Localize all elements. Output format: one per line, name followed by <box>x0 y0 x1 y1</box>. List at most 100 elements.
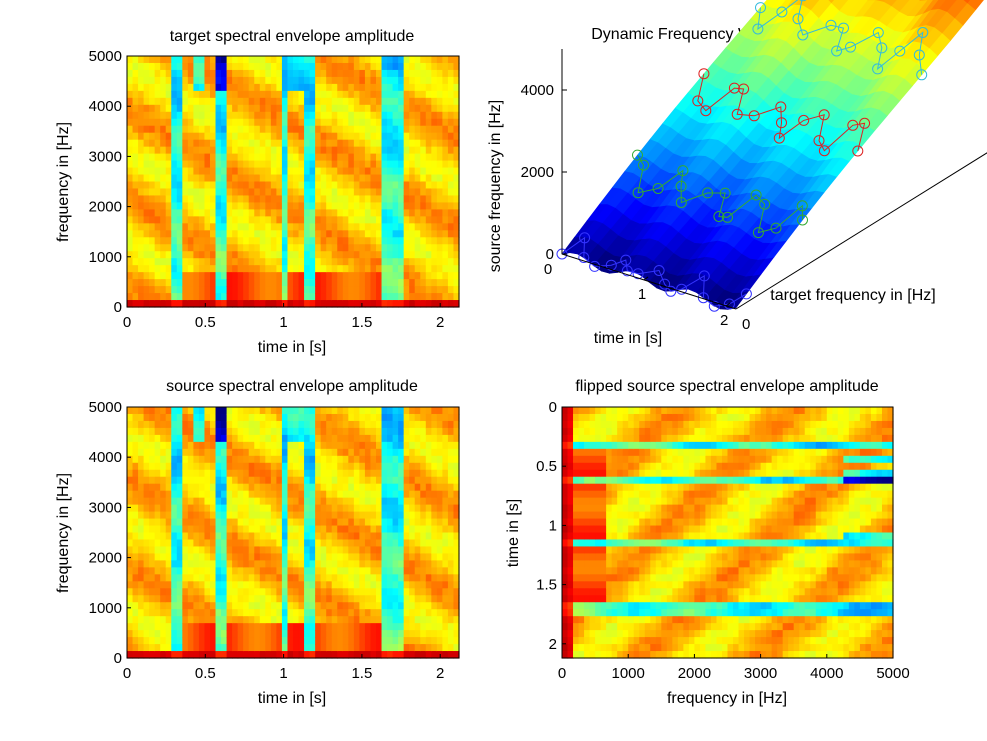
heatmap-cell <box>453 188 460 197</box>
heatmap-cell <box>237 427 244 436</box>
heatmap-cell <box>376 455 383 464</box>
heatmap-cell <box>320 195 327 204</box>
heatmap-cell <box>210 272 217 280</box>
heatmap-cell <box>392 265 399 273</box>
heatmap-cell <box>248 223 255 231</box>
heatmap-cell <box>436 539 443 548</box>
heatmap-cell <box>315 286 322 294</box>
heatmap-cell <box>320 623 327 631</box>
heatmap-cell <box>337 279 344 287</box>
heatmap-cell <box>215 511 222 520</box>
heatmap-cell <box>320 469 327 478</box>
heatmap-cell <box>359 532 366 541</box>
heatmap-cell <box>259 469 266 478</box>
heatmap-cell <box>243 567 250 575</box>
heatmap-cell <box>143 279 150 287</box>
heatmap-cell <box>431 223 438 231</box>
heatmap-cell <box>154 630 161 638</box>
heatmap-cell <box>265 462 272 471</box>
heatmap-cell <box>353 76 360 85</box>
heatmap-cell <box>320 132 327 141</box>
heatmap-cell <box>436 56 443 64</box>
heatmap-cell <box>138 300 145 308</box>
heatmap-cell <box>398 497 405 506</box>
heatmap-cell <box>176 202 183 210</box>
heatmap-cell <box>342 455 349 464</box>
heatmap-cell <box>420 153 427 162</box>
heatmap-cell <box>270 90 277 99</box>
heatmap-cell <box>187 448 194 457</box>
heatmap-cell <box>215 532 222 541</box>
heatmap-cell <box>265 588 272 596</box>
heatmap-cell <box>160 448 167 457</box>
heatmap-cell <box>353 476 360 485</box>
heatmap-cell <box>337 441 344 450</box>
heatmap-cell <box>237 188 244 197</box>
heatmap-cell <box>160 237 167 245</box>
heatmap-cell <box>337 476 344 485</box>
heatmap-cell <box>392 62 399 71</box>
heatmap-cell <box>149 595 156 603</box>
heatmap-cell <box>270 427 277 436</box>
heatmap-cell <box>221 413 228 422</box>
heatmap-cell <box>359 146 366 155</box>
heatmap-cell <box>154 553 161 561</box>
heatmap-cell <box>143 616 150 624</box>
heatmap-cell <box>232 609 239 617</box>
heatmap-cell <box>436 623 443 631</box>
heatmap-cell <box>215 455 222 464</box>
heatmap-cell <box>215 595 222 603</box>
heatmap-cell <box>138 286 145 294</box>
heatmap-cell <box>270 174 277 183</box>
heatmap-cell <box>447 483 455 492</box>
heatmap-cell <box>381 181 388 190</box>
heatmap-cell <box>254 427 261 436</box>
heatmap-cell <box>176 434 183 443</box>
heatmap-cell <box>138 76 145 85</box>
heatmap-cell <box>149 497 156 506</box>
heatmap-cell <box>392 630 399 638</box>
heatmap-cell <box>265 230 272 238</box>
heatmap-cell <box>215 448 222 457</box>
heatmap-cell <box>315 539 322 548</box>
heatmap-cell <box>414 630 421 638</box>
heatmap-cell <box>320 434 327 443</box>
heatmap-cell <box>270 244 277 252</box>
heatmap-cell <box>138 69 145 78</box>
heatmap-cell <box>309 69 316 78</box>
heatmap-cell <box>370 581 377 589</box>
heatmap-cell <box>370 76 377 85</box>
heatmap-cell <box>337 407 344 415</box>
heatmap-cell <box>293 97 300 106</box>
heatmap-cell <box>398 434 405 443</box>
heatmap-cell <box>259 97 266 106</box>
heatmap-cell <box>331 637 338 645</box>
heatmap-cell <box>342 237 349 245</box>
heatmap-cell <box>127 111 134 120</box>
heatmap-cell <box>221 602 228 610</box>
heatmap-cell <box>309 490 316 499</box>
heatmap-cell <box>193 223 200 231</box>
heatmap-cell <box>315 546 322 555</box>
heatmap-cell <box>447 251 455 259</box>
heatmap-cell <box>293 427 300 436</box>
heatmap-cell <box>359 111 366 120</box>
heatmap-cell <box>149 413 156 422</box>
heatmap-cell <box>182 448 189 457</box>
heatmap-cell <box>193 230 200 238</box>
heatmap-cell <box>348 195 355 204</box>
heatmap-cell <box>353 413 360 422</box>
heatmap-cell <box>337 132 344 141</box>
heatmap-cell <box>254 616 261 624</box>
heatmap-cell <box>171 272 178 280</box>
heatmap-cell <box>337 153 344 162</box>
heatmap-cell <box>309 230 316 238</box>
heatmap-cell <box>165 476 172 485</box>
heatmap-cell <box>221 518 228 527</box>
heatmap-cell <box>409 104 416 113</box>
heatmap-cell <box>138 97 145 106</box>
heatmap-cell <box>414 609 421 617</box>
heatmap-cell <box>210 490 217 499</box>
heatmap-cell <box>276 420 283 429</box>
heatmap-cell <box>442 574 449 582</box>
